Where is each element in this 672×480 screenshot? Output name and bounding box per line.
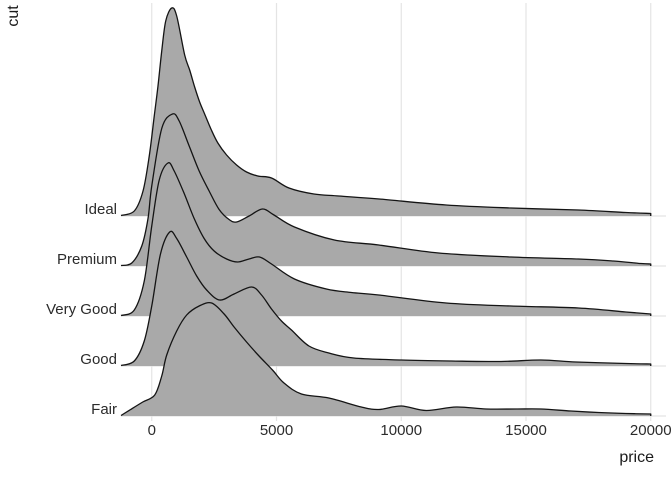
ridge-outline-fair [120, 301, 652, 417]
x-axis-title: price [619, 449, 654, 466]
y-axis-label-ideal: Ideal [84, 201, 117, 218]
ridge-outline-very-good [120, 162, 652, 317]
x-axis-tick-label-10000: 10000 [380, 422, 423, 439]
ridge-outline-good [120, 230, 652, 367]
ridge-outline-premium [120, 113, 652, 267]
x-axis-tick-label-15000: 15000 [505, 422, 547, 439]
ridge-area-premium [121, 113, 651, 267]
x-axis-tick-label-0: 0 [147, 422, 156, 439]
ridge-area-good [121, 231, 651, 366]
y-axis-label-good: Good [80, 351, 117, 368]
x-axis-tick-label-5000: 5000 [259, 422, 294, 439]
y-axis-title: cut [5, 5, 22, 27]
y-axis-label-fair: Fair [91, 401, 117, 418]
y-axis-label-premium: Premium [56, 251, 117, 268]
ridge-area-fair [121, 302, 651, 416]
ridge-area-very-good [121, 162, 651, 316]
x-axis-tick-label-20000: 20000 [629, 422, 672, 439]
ridge-outline-ideal [120, 7, 652, 217]
y-axis-label-very-good: Very Good [46, 301, 117, 318]
